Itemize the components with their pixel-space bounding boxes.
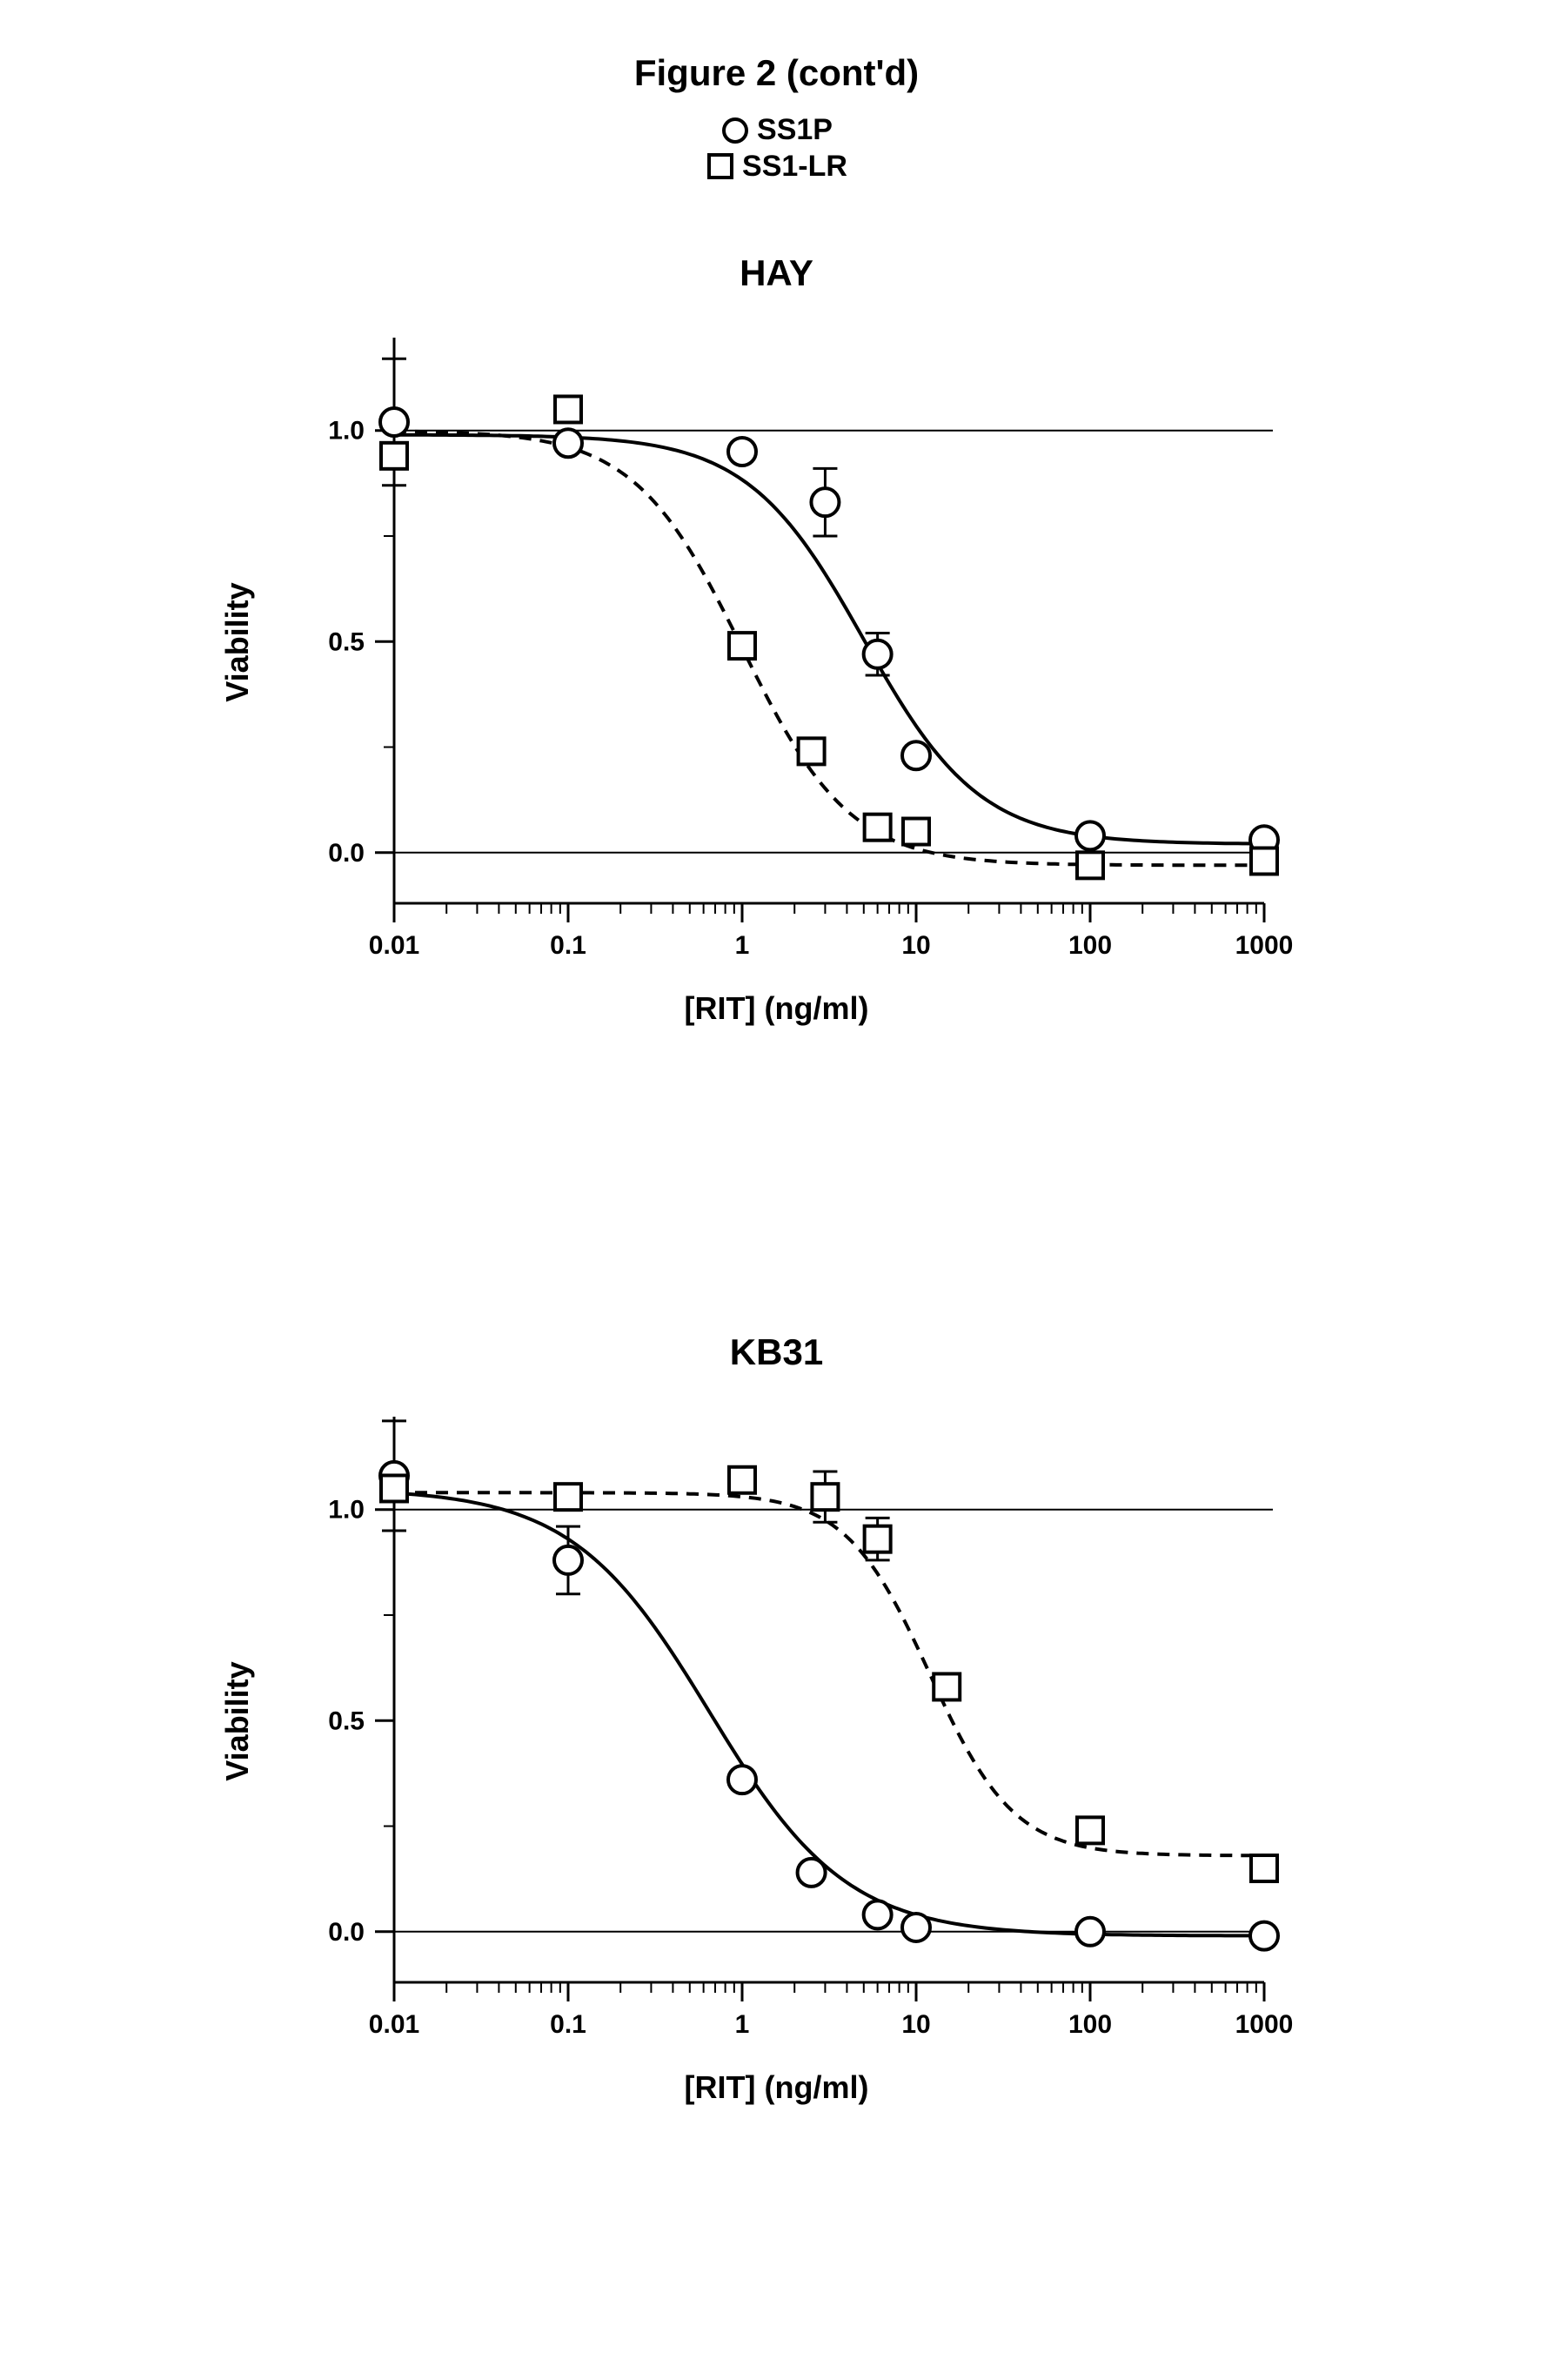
data-point-square	[812, 1484, 838, 1510]
data-point-circle	[1076, 821, 1104, 849]
fit-curve	[394, 1492, 1264, 1855]
data-point-square	[864, 815, 890, 841]
x-axis-label: [RIT] (ng/ml)	[255, 2069, 1299, 2106]
data-point-circle	[728, 1766, 756, 1793]
x-tick-label: 0.01	[368, 2010, 418, 2039]
circle-icon	[720, 116, 750, 145]
data-point-square	[381, 1475, 407, 1501]
data-point-square	[1251, 1855, 1277, 1881]
x-tick-label: 1	[734, 931, 749, 960]
square-icon	[706, 151, 735, 181]
data-point-circle	[554, 429, 582, 457]
legend-item: SS1P	[720, 113, 833, 147]
data-point-circle	[863, 1901, 891, 1928]
data-point-square	[1251, 848, 1277, 874]
legend: SS1PSS1-LR	[0, 113, 1553, 185]
legend-item: SS1-LR	[706, 150, 847, 184]
x-tick-label: 0.1	[550, 2010, 586, 2039]
data-point-square	[729, 633, 755, 659]
x-tick-label: 10	[901, 931, 930, 960]
y-tick-label: 0.5	[328, 1706, 365, 1735]
legend-label: SS1-LR	[742, 150, 847, 184]
x-tick-label: 100	[1068, 2010, 1111, 2039]
x-tick-label: 1	[734, 2010, 749, 2039]
chart-plot-area: Viability 0.010.111010010000.00.51.0	[255, 1382, 1299, 2061]
data-point-square	[934, 1673, 960, 1700]
data-point-square	[903, 819, 929, 845]
chart-title: KB31	[255, 1331, 1299, 1373]
y-axis-label: Viability	[219, 1661, 256, 1780]
chart-svg: 0.01 0.1 1 10 100 1000 0.0 0.5 1.0	[255, 303, 1299, 982]
chart-svg: 0.01 0.1 1 10 100 1000 0.0 0.5 1.0	[255, 1382, 1299, 2061]
x-tick-label: 1000	[1235, 931, 1293, 960]
y-tick-label: 0.5	[328, 627, 365, 656]
x-axis-label: [RIT] (ng/ml)	[255, 990, 1299, 1027]
data-point-circle	[863, 640, 891, 668]
data-point-square	[555, 396, 581, 422]
data-point-square	[381, 443, 407, 469]
y-tick-label: 1.0	[328, 417, 365, 446]
data-point-square	[729, 1467, 755, 1493]
legend-label: SS1P	[757, 113, 833, 147]
chart-plot-area: Viability 0.010.111010010000.00.51.0	[255, 303, 1299, 982]
data-point-square	[555, 1484, 581, 1510]
x-tick-label: 100	[1068, 931, 1111, 960]
y-axis-label: Viability	[219, 582, 256, 701]
chart-hay: HAY Viability 0.010.111010010000.00.51.0…	[255, 252, 1299, 1027]
y-tick-label: 1.0	[328, 1496, 365, 1525]
data-point-circle	[902, 1914, 930, 1941]
data-point-circle	[1076, 1918, 1104, 1946]
x-tick-label: 0.01	[368, 931, 418, 960]
data-point-circle	[554, 1546, 582, 1574]
data-point-circle	[1250, 1922, 1278, 1950]
y-tick-label: 0.0	[328, 1918, 365, 1947]
data-point-square	[798, 738, 824, 764]
x-tick-label: 0.1	[550, 931, 586, 960]
x-tick-label: 10	[901, 2010, 930, 2039]
data-point-circle	[811, 488, 839, 516]
data-point-circle	[380, 408, 408, 436]
data-point-square	[1077, 1817, 1103, 1843]
data-point-circle	[728, 438, 756, 466]
data-point-square	[864, 1526, 890, 1552]
fit-curve	[394, 1493, 1264, 1936]
figure-title: Figure 2 (cont'd)	[0, 52, 1553, 94]
page: Figure 2 (cont'd) SS1PSS1-LR HAY Viabili…	[0, 0, 1553, 2380]
y-tick-label: 0.0	[328, 839, 365, 868]
chart-title: HAY	[255, 252, 1299, 294]
data-point-circle	[902, 741, 930, 769]
data-point-circle	[797, 1859, 825, 1887]
x-tick-label: 1000	[1235, 2010, 1293, 2039]
chart-kb31: KB31 Viability 0.010.111010010000.00.51.…	[255, 1331, 1299, 2106]
data-point-square	[1077, 852, 1103, 878]
